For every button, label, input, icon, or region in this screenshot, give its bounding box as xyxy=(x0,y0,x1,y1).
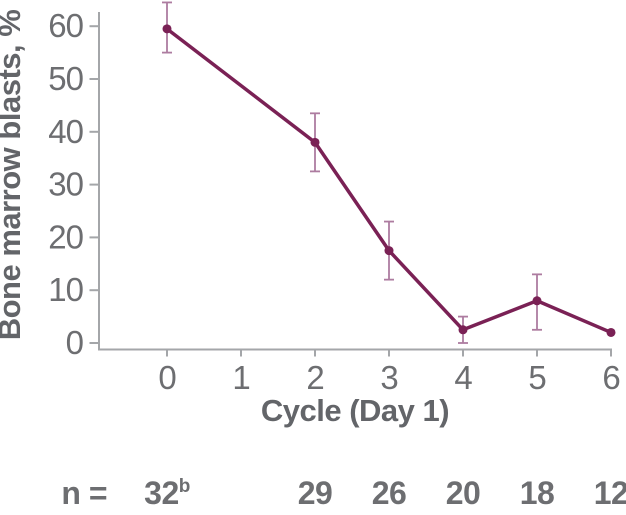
data-point xyxy=(532,296,542,306)
x-axis-ticks: 0 1 2 3 4 5 6 xyxy=(158,350,621,396)
y-tick-label: 40 xyxy=(48,113,83,150)
y-tick-label: 30 xyxy=(48,166,83,203)
n-row: n = 32b 29 26 20 18 12 xyxy=(61,475,626,511)
x-axis-title: Cycle (Day 1) xyxy=(261,393,449,428)
data-point xyxy=(310,137,320,147)
x-tick-label: 1 xyxy=(232,359,249,396)
n-value: 12 xyxy=(594,475,626,511)
y-axis-ticks: 0 10 20 30 40 50 60 xyxy=(48,7,99,361)
x-tick-label: 6 xyxy=(602,359,619,396)
series-line xyxy=(165,27,612,335)
y-tick-label: 0 xyxy=(66,324,84,361)
x-tick-label: 5 xyxy=(528,359,545,396)
n-value: 26 xyxy=(372,475,407,511)
n-value-superscript: b xyxy=(179,476,190,497)
data-point xyxy=(606,327,616,337)
y-tick-label: 10 xyxy=(48,271,83,308)
y-tick-label: 60 xyxy=(48,7,83,44)
data-point xyxy=(162,24,172,34)
data-point xyxy=(458,325,468,335)
y-tick-label: 20 xyxy=(48,218,83,255)
data-point xyxy=(384,246,394,256)
n-equals-label: n = xyxy=(61,475,107,511)
x-tick-label: 4 xyxy=(454,359,472,396)
y-tick-label: 50 xyxy=(48,60,83,97)
y-axis-title: Bone marrow blasts, % xyxy=(0,10,27,341)
n-value: 18 xyxy=(520,475,555,511)
data-series xyxy=(162,1,616,344)
n-value: 29 xyxy=(298,475,333,511)
x-tick-label: 0 xyxy=(158,359,176,396)
n-value: 20 xyxy=(446,475,481,511)
x-tick-label: 2 xyxy=(306,359,323,396)
x-tick-label: 3 xyxy=(380,359,397,396)
n-value: 32b xyxy=(144,475,190,511)
